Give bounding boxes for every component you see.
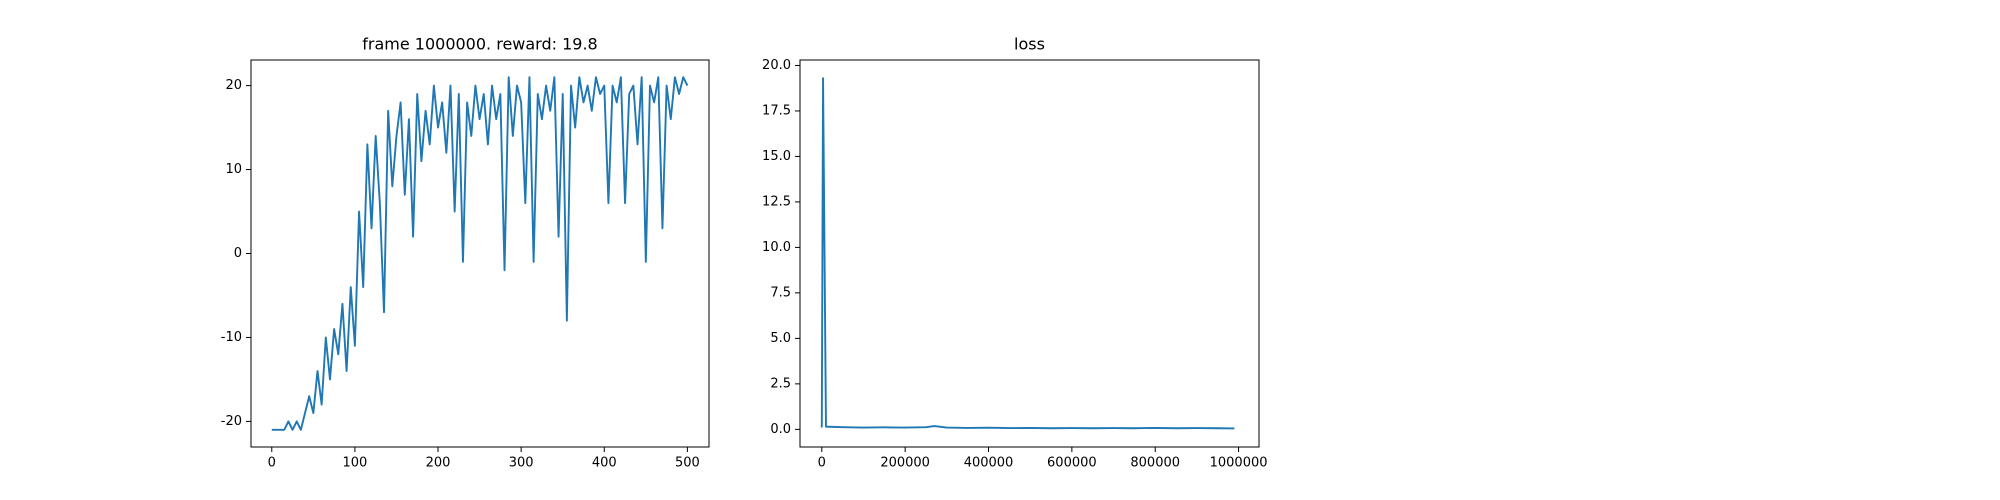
y-tick-label: 12.5 (762, 194, 791, 209)
line-series (271, 76, 689, 431)
chart-title: loss (1014, 35, 1045, 54)
y-tick-label: 7.5 (770, 285, 791, 300)
y-tick-label: 17.5 (762, 103, 791, 118)
y-tick-label: -10 (221, 330, 242, 345)
y-tick-label: 5.0 (770, 331, 791, 346)
x-tick-label: 400000 (964, 456, 1014, 471)
y-tick-label: -20 (221, 414, 242, 429)
x-tick-label: 500 (675, 456, 700, 471)
x-tick-label: 200 (426, 456, 451, 471)
x-tick-label: 200000 (880, 456, 930, 471)
x-tick-label: 0 (268, 456, 276, 471)
y-tick-label: 2.5 (770, 376, 791, 391)
x-tick-label: 800000 (1130, 456, 1180, 471)
y-tick-label: 20 (225, 78, 242, 93)
y-tick-label: 10 (225, 162, 242, 177)
x-tick-label: 100 (342, 456, 367, 471)
x-tick-label: 400 (592, 456, 617, 471)
x-tick-label: 300 (509, 456, 534, 471)
y-tick-label: 0.0 (770, 422, 791, 437)
x-tick-label: 1000000 (1210, 456, 1268, 471)
y-tick-label: 15.0 (762, 149, 791, 164)
y-tick-label: 10.0 (762, 240, 791, 255)
chart-title: frame 1000000. reward: 19.8 (362, 35, 597, 54)
y-tick-label: 20.0 (762, 58, 791, 73)
axes-frame (799, 59, 1260, 448)
x-tick-label: 600000 (1047, 456, 1097, 471)
axes-frame (250, 59, 710, 448)
x-tick-label: 0 (818, 456, 826, 471)
line-series (820, 77, 1235, 430)
y-tick-label: 0 (234, 246, 242, 261)
